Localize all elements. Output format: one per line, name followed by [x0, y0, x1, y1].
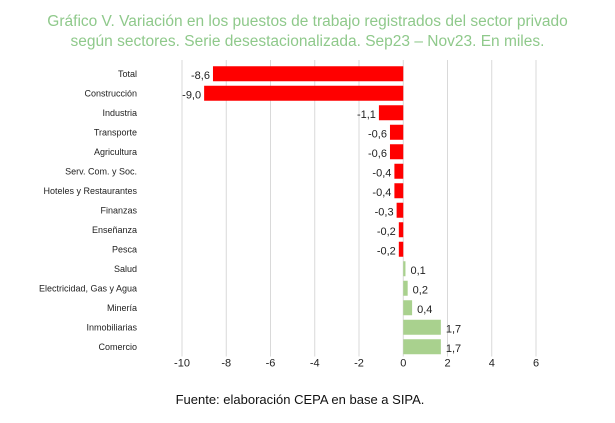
source-note: Fuente: elaboración CEPA en base a SIPA.	[175, 392, 425, 407]
category-label: Pesca	[112, 244, 137, 254]
category-label: Salud	[114, 264, 137, 274]
bar	[403, 261, 406, 277]
data-label: -1,1	[357, 109, 376, 121]
x-tick-label: -10	[174, 358, 190, 370]
data-label: -0,4	[372, 187, 391, 199]
bar	[403, 339, 441, 355]
bar	[389, 144, 404, 160]
x-tick-label: -2	[354, 358, 364, 370]
x-tick-label: -4	[310, 358, 320, 370]
x-tick-label: 6	[533, 358, 539, 370]
x-tick-label: -6	[266, 358, 276, 370]
category-label: Inmobiliarias	[86, 322, 137, 332]
x-tick-label: 2	[444, 358, 450, 370]
category-label: Finanzas	[100, 205, 137, 215]
chart-title-line-1: Gráfico V. Variación en los puestos de t…	[47, 13, 568, 30]
category-label: Hoteles y Restaurantes	[43, 186, 137, 196]
category-label: Minería	[107, 303, 137, 313]
data-label: -0,2	[377, 226, 396, 238]
x-tick-label: -8	[221, 358, 231, 370]
category-label: Industria	[102, 108, 137, 118]
data-label: 0,1	[410, 265, 425, 277]
category-label: Serv. Com. y Soc.	[65, 166, 137, 176]
data-label: 1,7	[446, 343, 461, 355]
bar	[403, 280, 408, 296]
data-label: -0,6	[368, 128, 387, 140]
data-label: -0,2	[377, 245, 396, 257]
data-label: -8,6	[191, 70, 210, 82]
chart-title: Gráfico V. Variación en los puestos de t…	[0, 12, 615, 52]
bar	[403, 300, 413, 316]
data-label: -0,4	[372, 167, 391, 179]
category-label: Electricidad, Gas y Agua	[39, 283, 137, 293]
data-label: -9,0	[182, 89, 201, 101]
x-tick-label: 0	[400, 358, 406, 370]
data-label: 0,2	[413, 284, 428, 296]
bar	[403, 319, 441, 335]
category-label: Agricultura	[94, 147, 137, 157]
bar	[212, 66, 404, 82]
bar	[378, 105, 404, 121]
data-label: 1,7	[446, 323, 461, 335]
x-tick-label: 4	[489, 358, 495, 370]
category-label: Transporte	[94, 127, 137, 137]
bar	[398, 222, 404, 238]
category-label: Construcción	[84, 88, 137, 98]
data-label: -0,3	[375, 206, 394, 218]
chart-title-line-2: según sectores. Serie desestacionalizada…	[70, 33, 545, 50]
bar	[389, 124, 404, 140]
bar	[394, 163, 404, 179]
data-label: 0,4	[417, 304, 432, 316]
bar	[398, 241, 404, 257]
category-label: Total	[118, 69, 137, 79]
bar	[204, 85, 404, 101]
category-label: Enseñanza	[92, 225, 137, 235]
bar	[394, 183, 404, 199]
bar	[396, 202, 404, 218]
data-label: -0,6	[368, 148, 387, 160]
category-label: Comercio	[98, 342, 137, 352]
